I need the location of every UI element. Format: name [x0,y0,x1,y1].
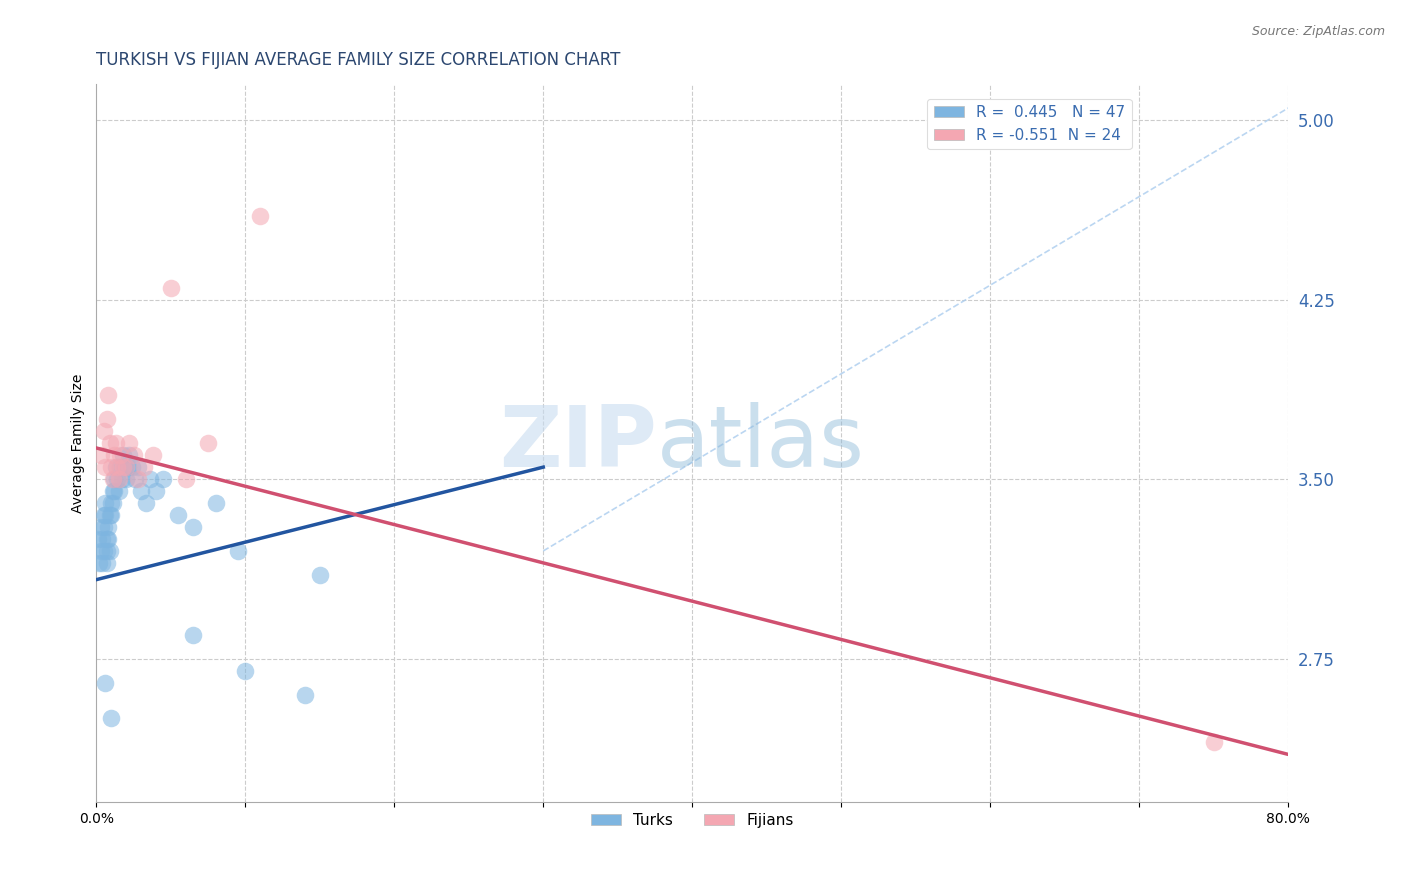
Point [118,448,141,462]
Point [97,520,120,534]
Point [94,675,117,690]
Point [93,508,115,522]
Point [112,448,135,462]
Point [197,436,219,450]
Point [94,496,117,510]
Point [103,472,125,486]
Point [96,544,118,558]
Point [117,460,139,475]
Point [94,460,117,475]
Point [97,532,120,546]
Text: TURKISH VS FIJIAN AVERAGE FAMILY SIZE CORRELATION CHART: TURKISH VS FIJIAN AVERAGE FAMILY SIZE CO… [97,51,620,69]
Point [134,496,156,510]
Point [100,496,122,510]
Point [118,436,141,450]
Point [104,460,127,475]
Point [90,520,112,534]
Point [127,460,149,475]
Point [105,472,128,486]
Point [249,209,271,223]
Point [121,460,143,475]
Point [107,472,129,486]
Point [181,628,204,642]
Point [115,460,138,475]
Point [91,556,114,570]
Point [91,532,114,546]
Point [204,496,226,510]
Point [103,448,125,462]
Text: Source: ZipAtlas.com: Source: ZipAtlas.com [1251,25,1385,38]
Point [96,412,118,426]
Point [115,472,138,486]
Point [129,484,152,499]
Point [101,484,124,499]
Point [105,460,128,475]
Point [89,556,111,570]
Point [100,460,122,475]
Point [139,472,162,486]
Point [101,472,124,486]
Point [1202,735,1225,749]
Point [90,448,112,462]
Point [97,388,120,402]
Point [132,460,155,475]
Point [100,508,122,522]
Point [93,520,115,534]
Point [294,688,316,702]
Text: atlas: atlas [657,401,865,484]
Point [308,567,330,582]
Point [100,711,122,725]
Legend: Turks, Fijians: Turks, Fijians [585,807,800,834]
Point [127,472,149,486]
Point [160,280,183,294]
Point [98,544,121,558]
Point [94,508,117,522]
Point [145,484,167,499]
Point [142,448,165,462]
Point [108,448,131,462]
Point [174,472,197,486]
Point [233,664,256,678]
Point [111,472,134,486]
Point [108,460,131,475]
Point [104,436,127,450]
Point [93,544,115,558]
Point [107,484,129,499]
Point [124,472,146,486]
Point [226,544,249,558]
Point [112,460,135,475]
Point [101,496,124,510]
Text: ZIP: ZIP [499,401,657,484]
Point [90,544,112,558]
Point [98,436,121,450]
Y-axis label: Average Family Size: Average Family Size [72,374,86,513]
Point [96,556,118,570]
Point [98,508,121,522]
Point [181,520,204,534]
Point [93,424,115,438]
Point [167,508,190,522]
Point [114,460,136,475]
Point [152,472,174,486]
Point [87,532,110,546]
Point [122,448,145,462]
Point [96,532,118,546]
Point [103,484,125,499]
